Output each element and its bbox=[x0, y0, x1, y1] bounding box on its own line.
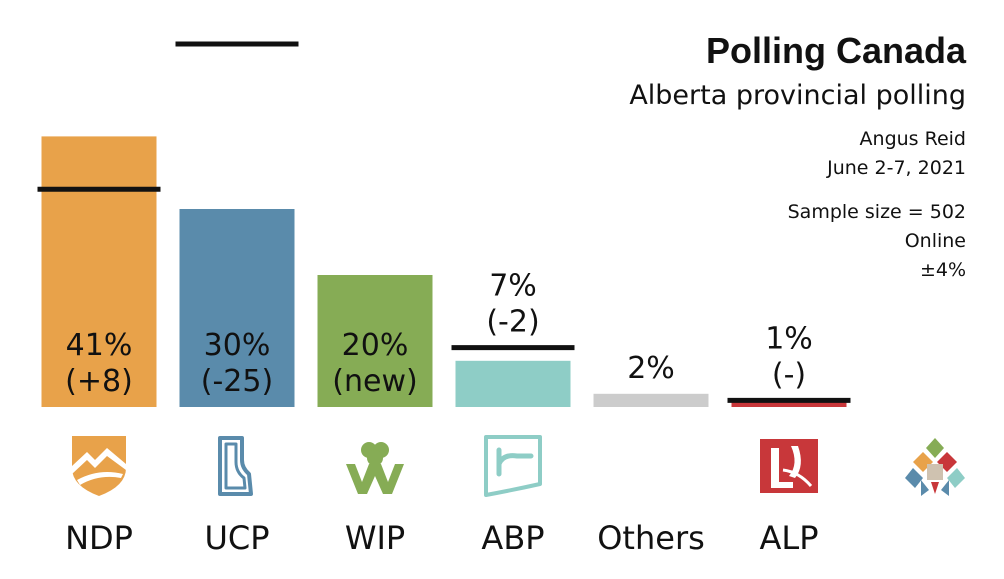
bar-ucp bbox=[179, 209, 295, 407]
value-label-ndp: 41% bbox=[66, 328, 133, 363]
bar-wip bbox=[317, 275, 433, 407]
value-labels: 41%(+8) 30%(-25) 20%(new) 7%(-2) 2% 1%(-) bbox=[65, 269, 813, 399]
change-label-wip: (new) bbox=[332, 364, 417, 399]
value-label-ucp: 30% bbox=[204, 328, 271, 363]
bar-others bbox=[593, 393, 709, 407]
wip-logo-icon bbox=[346, 442, 404, 494]
value-label-others: 2% bbox=[627, 351, 675, 386]
bar-abp bbox=[455, 360, 571, 407]
change-label-abp: (-2) bbox=[486, 305, 539, 340]
category-labels: NDP UCP WIP ABP Others ALP bbox=[65, 519, 818, 557]
chart-subtitle: Alberta provincial polling bbox=[629, 80, 966, 111]
ucp-logo-icon bbox=[218, 436, 253, 496]
bar-alp bbox=[731, 400, 847, 407]
change-label-ucp: (-25) bbox=[201, 364, 273, 399]
bars-layer bbox=[41, 136, 847, 407]
category-label-ndp: NDP bbox=[65, 519, 133, 557]
alp-logo-icon bbox=[760, 439, 818, 493]
sample-size-label: Sample size = 502 bbox=[787, 201, 966, 223]
change-label-ndp: (+8) bbox=[65, 364, 133, 399]
category-label-ucp: UCP bbox=[204, 519, 269, 557]
poll-dates-label: June 2-7, 2021 bbox=[827, 157, 966, 179]
ndp-logo-icon bbox=[72, 436, 126, 496]
chart-title: Polling Canada bbox=[705, 30, 966, 71]
poll-method-label: Online bbox=[904, 230, 966, 252]
polling-canada-logo-icon bbox=[905, 438, 965, 496]
value-label-alp: 1% bbox=[765, 321, 813, 356]
category-label-wip: WIP bbox=[345, 519, 405, 557]
previous-result-marks bbox=[37, 41, 851, 403]
category-label-abp: ABP bbox=[481, 519, 544, 557]
change-label-alp: (-) bbox=[772, 357, 806, 392]
category-label-others: Others bbox=[597, 519, 705, 557]
category-label-alp: ALP bbox=[759, 519, 818, 557]
bar-ndp bbox=[41, 136, 157, 407]
margin-of-error-label: ±4% bbox=[919, 259, 966, 281]
value-label-abp: 7% bbox=[489, 269, 537, 304]
pollster-label: Angus Reid bbox=[859, 128, 966, 150]
value-label-wip: 20% bbox=[342, 328, 409, 363]
abp-logo-icon bbox=[484, 435, 542, 497]
